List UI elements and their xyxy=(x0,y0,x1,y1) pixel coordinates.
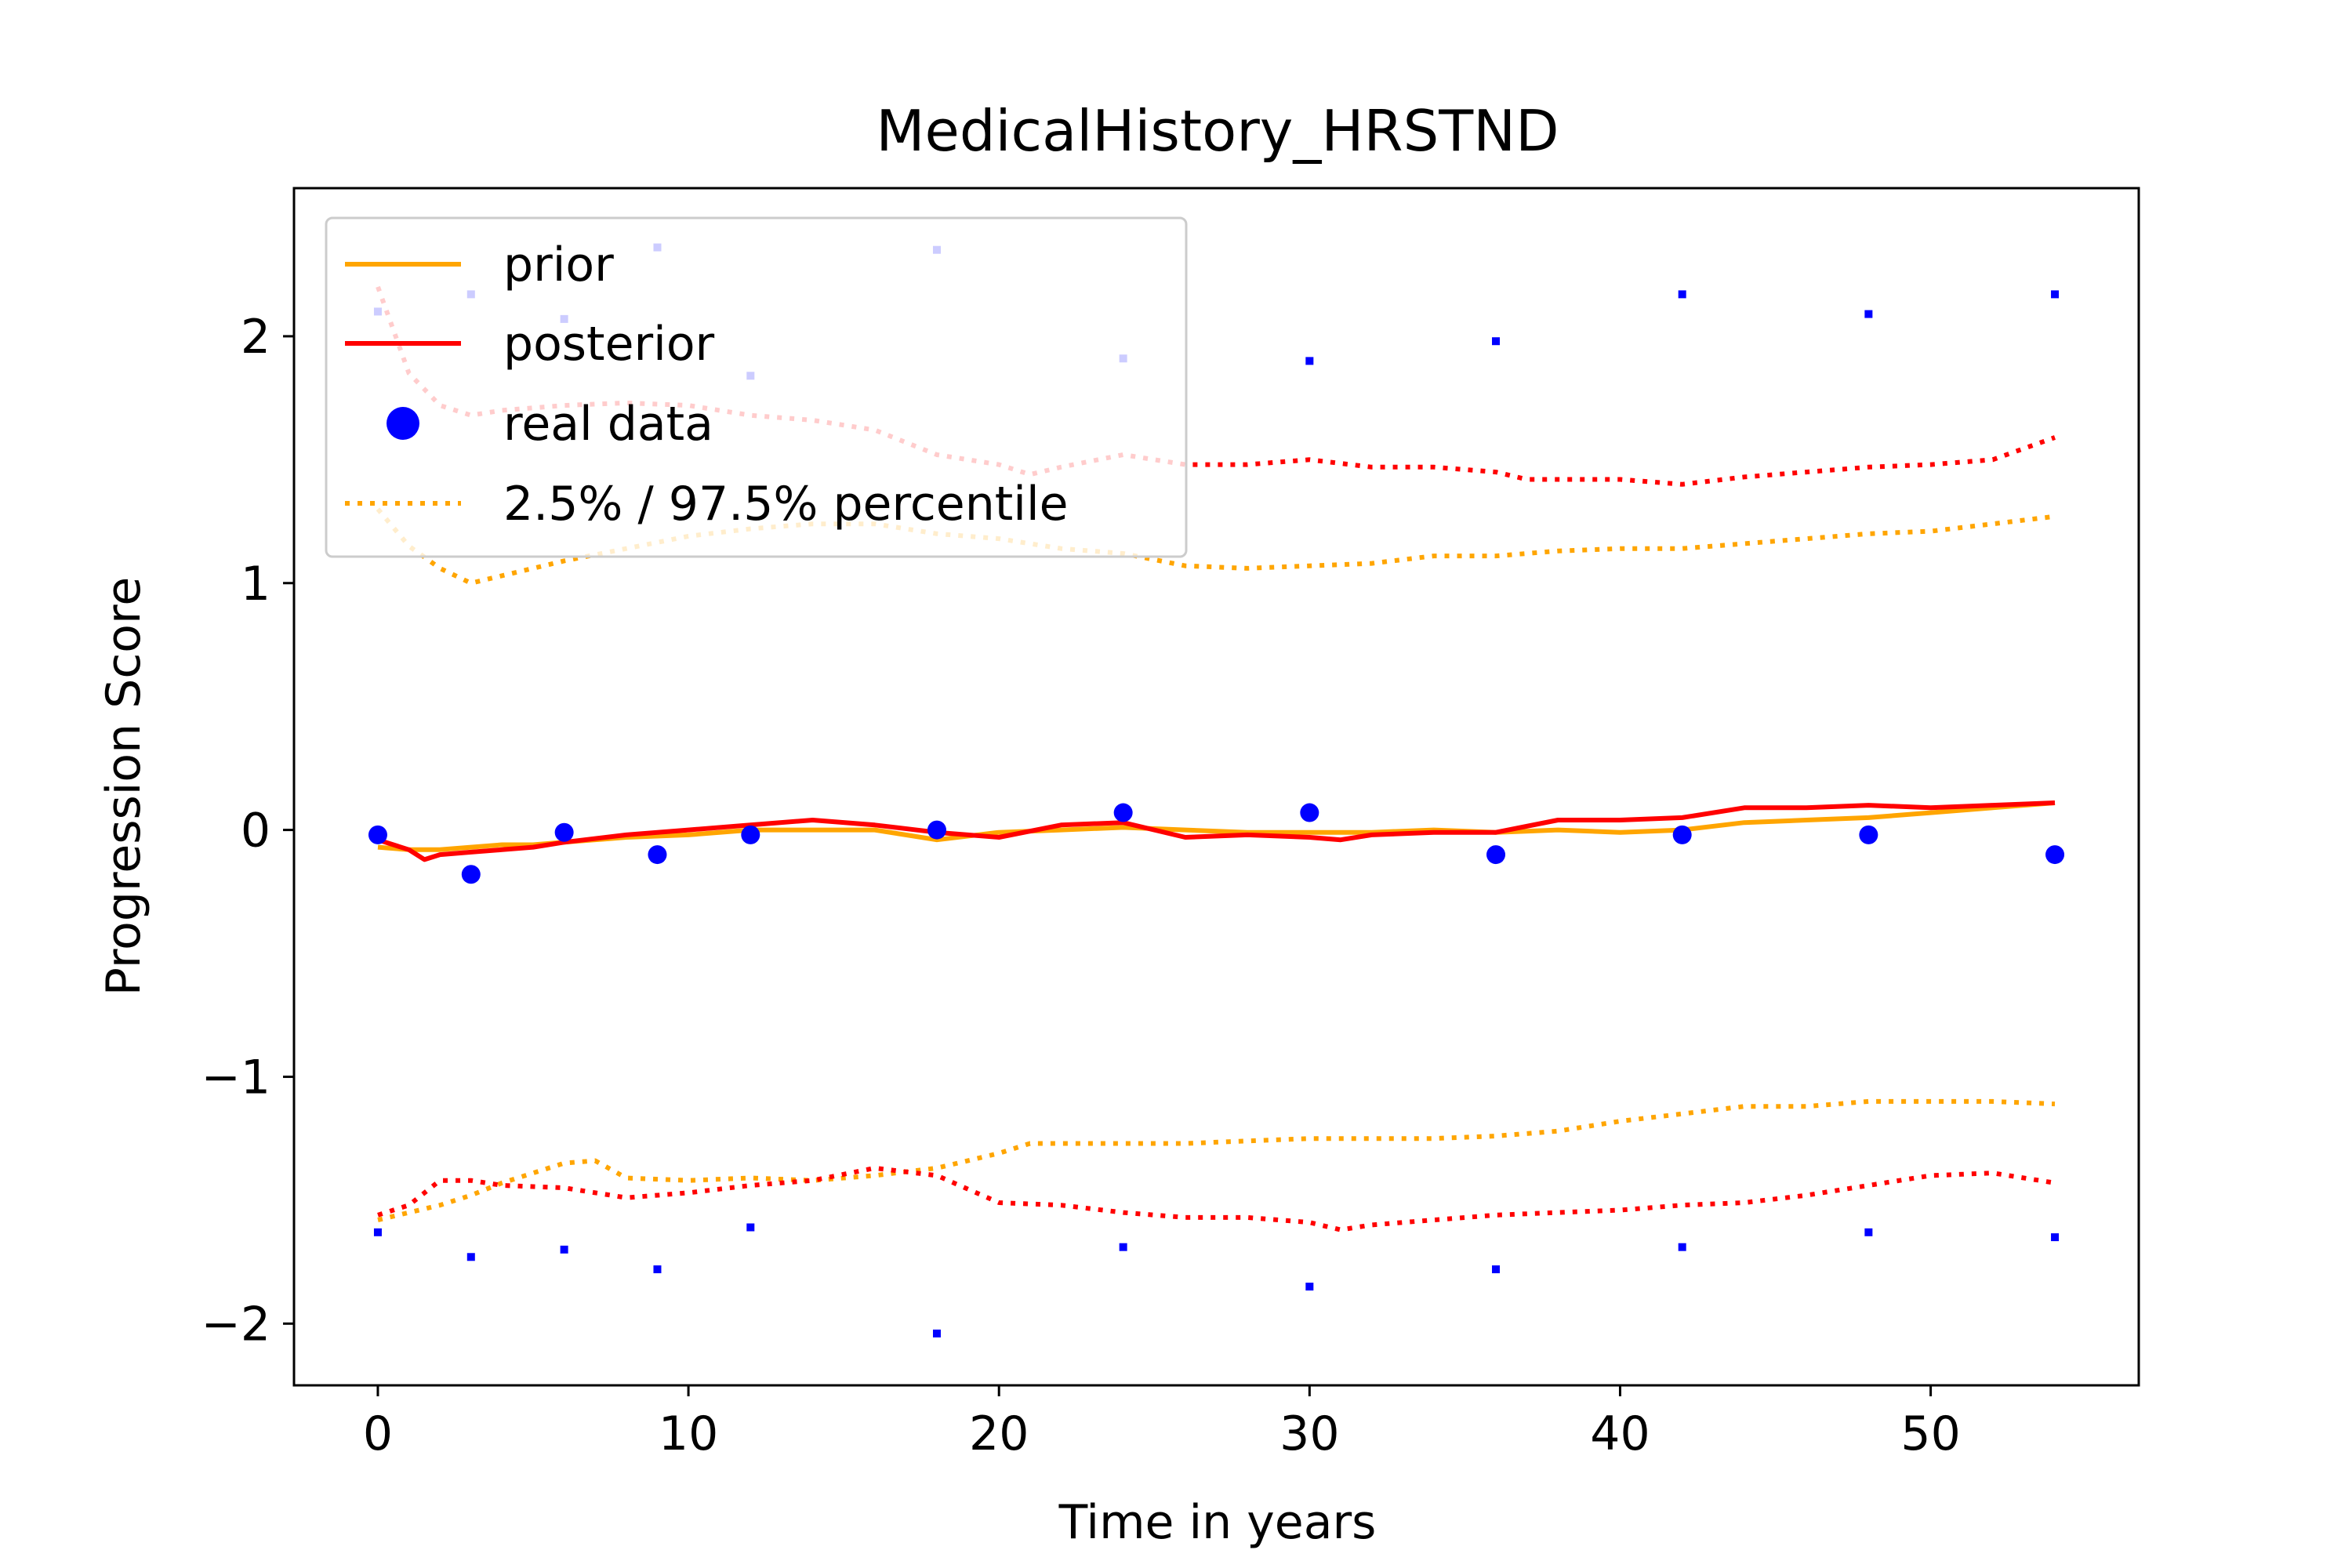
real-data-point xyxy=(1113,803,1133,822)
y-tick-label: −2 xyxy=(201,1297,270,1352)
y-tick-label: 0 xyxy=(241,804,270,858)
real-data-lower-point xyxy=(2051,1233,2060,1242)
real-data-lower-point xyxy=(1492,1265,1501,1274)
real-data-point xyxy=(461,865,481,884)
legend-label: real data xyxy=(503,397,713,452)
chart-title: MedicalHistory_HRSTND xyxy=(876,98,1559,164)
x-tick-label: 30 xyxy=(1279,1406,1339,1461)
real-data-lower-point xyxy=(1864,1228,1873,1236)
legend: prior posterior real data 2.5% / 97.5% perc… xyxy=(325,216,1188,558)
legend-swatch xyxy=(387,407,419,440)
real-data-points xyxy=(368,243,2065,1338)
real-data-lower-point xyxy=(1119,1243,1127,1251)
real-data-point xyxy=(1672,825,1692,844)
x-tick-label: 0 xyxy=(363,1406,393,1461)
real-data-lower-point xyxy=(746,1223,755,1232)
x-tick-label: 40 xyxy=(1590,1406,1650,1461)
legend-label: prior xyxy=(503,238,614,292)
plot-frame xyxy=(292,187,2140,1387)
real-data-lower-point xyxy=(653,1265,662,1274)
x-tick-label: 50 xyxy=(1900,1406,1960,1461)
real-data-lower-point xyxy=(560,1245,568,1254)
series-line-posterior-upper-97.5 xyxy=(376,285,2056,487)
real-data-point xyxy=(1300,803,1319,822)
real-data-point xyxy=(741,825,760,844)
real-data-upper-point xyxy=(1492,337,1501,346)
real-data-lower-point xyxy=(466,1253,475,1261)
legend-label: 2.5% / 97.5% percentile xyxy=(503,477,1069,532)
series-line-prior-mean xyxy=(377,800,2056,852)
real-data-point xyxy=(927,820,946,840)
legend-frame xyxy=(325,216,1188,558)
y-tick-label: 2 xyxy=(241,310,270,365)
y-tick-label: −1 xyxy=(201,1050,270,1105)
real-data-lower-point xyxy=(1678,1243,1686,1251)
y-axis-label: Progression Score xyxy=(96,577,151,996)
y-tick-label: 1 xyxy=(241,557,270,612)
y-axis: −2 −1 0 1 2 xyxy=(201,310,294,1352)
real-data-upper-point xyxy=(1864,310,1873,318)
legend-label: posterior xyxy=(503,317,715,372)
real-data-point xyxy=(1486,845,1506,865)
series-line-posterior-mean xyxy=(377,800,2056,862)
real-data-point xyxy=(2045,845,2065,865)
x-axis: 0 10 20 30 40 50 xyxy=(363,1385,1961,1461)
x-tick-label: 10 xyxy=(659,1406,718,1461)
x-axis-label: Time in years xyxy=(1058,1495,1377,1550)
real-data-upper-point xyxy=(1305,357,1314,365)
real-data-point xyxy=(554,822,574,842)
real-data-upper-point xyxy=(2051,290,2060,299)
real-data-point xyxy=(368,825,387,844)
real-data-lower-point xyxy=(373,1228,382,1236)
real-data-lower-point xyxy=(932,1329,941,1338)
real-data-point xyxy=(1859,825,1878,844)
real-data-upper-point xyxy=(1678,290,1686,299)
x-tick-label: 20 xyxy=(969,1406,1029,1461)
real-data-point xyxy=(648,845,667,865)
real-data-lower-point xyxy=(1305,1283,1314,1291)
